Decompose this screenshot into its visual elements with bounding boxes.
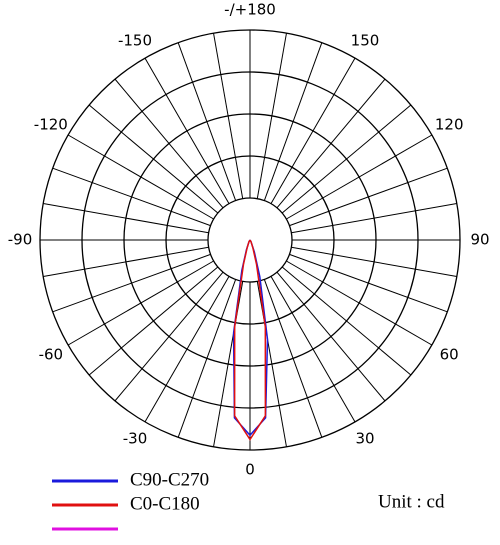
ring-grid-line	[165, 155, 335, 325]
angle-tick-label: 150	[351, 31, 380, 49]
series-line	[233, 239, 267, 441]
angle-tick-label: -150	[118, 31, 152, 49]
angle-tick-label: 120	[435, 116, 464, 134]
angle-tick-label: -60	[39, 346, 64, 364]
angle-tick-label: 30	[355, 430, 374, 448]
angle-tick-label: -120	[34, 116, 68, 134]
angle-tick-label: -30	[123, 430, 148, 448]
angle-tick-label: 60	[440, 346, 459, 364]
series-line	[232, 239, 269, 437]
angle-tick-label: -90	[8, 231, 33, 249]
legend-label: C0-C180	[130, 493, 200, 514]
angle-tick-label: -/+180	[224, 1, 276, 19]
ring-grid-line	[123, 113, 377, 367]
unit-label: Unit : cd	[378, 491, 445, 512]
angle-tick-label: 90	[470, 231, 489, 249]
ring-grid-line	[207, 197, 293, 283]
angle-tick-label: 0	[245, 461, 255, 479]
legend-label: C90-C270	[130, 469, 209, 490]
ring-grid-line	[39, 29, 461, 451]
ring-grid-line	[81, 71, 419, 409]
